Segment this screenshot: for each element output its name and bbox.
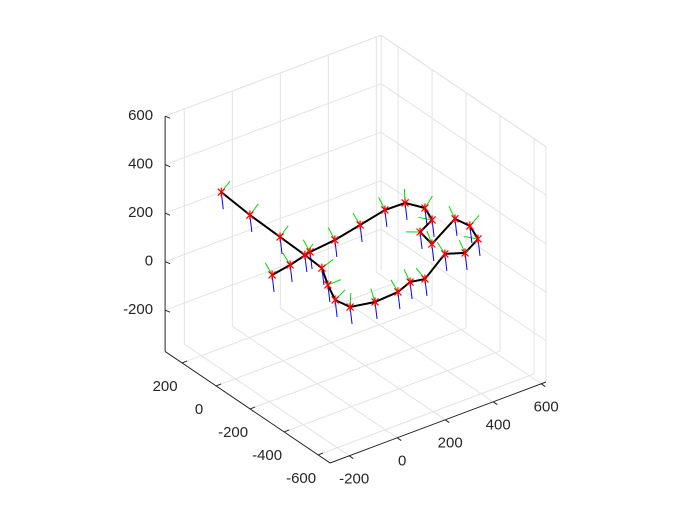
grid-line	[164, 83, 382, 166]
marker	[286, 260, 295, 270]
z-tick-label: 600	[128, 107, 153, 124]
grid-line	[164, 180, 382, 263]
x-tick-label: 600	[534, 399, 559, 416]
x-tick	[444, 419, 450, 423]
y-tick	[215, 383, 222, 387]
marker	[380, 205, 389, 215]
grid-line	[380, 228, 547, 342]
grid-line	[164, 131, 382, 214]
marker	[474, 234, 482, 244]
marker	[331, 295, 340, 305]
marker	[451, 214, 459, 224]
grid-line	[181, 281, 399, 364]
z-tick	[164, 164, 171, 168]
z-tick	[164, 261, 171, 265]
marker	[356, 220, 365, 230]
marker	[371, 297, 379, 307]
y-tick-label: 200	[153, 378, 178, 395]
frame-axis	[458, 239, 466, 254]
frame-axis	[264, 262, 273, 276]
y-tick-label: -600	[286, 470, 316, 487]
grid-line	[164, 228, 382, 311]
grid-line	[380, 180, 547, 293]
marker	[421, 274, 429, 284]
marker	[406, 277, 415, 287]
frame-axis	[418, 216, 433, 221]
marker	[323, 280, 332, 290]
frame-axis	[448, 205, 456, 220]
grid-line	[376, 271, 542, 385]
grid-line	[280, 307, 446, 421]
marker	[427, 239, 436, 249]
marker	[420, 203, 429, 213]
z-tick	[164, 309, 171, 313]
grid-line	[328, 289, 494, 403]
marker	[217, 187, 226, 197]
grid-line	[184, 343, 350, 457]
z-tick	[164, 212, 171, 216]
y-tick-label: -200	[218, 424, 248, 441]
frame-axis	[378, 197, 386, 211]
trajectory	[220, 191, 480, 309]
x-tick	[348, 455, 354, 459]
marker	[330, 235, 339, 245]
x-tick	[540, 383, 546, 387]
marker	[393, 287, 402, 297]
y-tick	[317, 452, 324, 456]
y-tick-label: -400	[252, 447, 282, 464]
grid-edge	[164, 34, 382, 117]
x-tick-label: 0	[398, 453, 406, 470]
marker	[318, 263, 326, 273]
x-tick	[492, 401, 498, 405]
x-tick-label: 200	[438, 435, 463, 452]
y-tick	[181, 360, 188, 364]
x-tick-label: 400	[486, 417, 511, 434]
marker	[276, 232, 284, 242]
frame-axis	[302, 239, 311, 253]
z-tick-label: 0	[145, 253, 153, 270]
grid-line	[232, 325, 398, 439]
grid-line	[380, 83, 547, 196]
x-tick	[396, 437, 402, 441]
frame-axis	[390, 279, 399, 293]
marker	[268, 270, 277, 280]
grid-line	[317, 373, 535, 456]
grid-line	[380, 131, 547, 245]
y-tick	[249, 406, 256, 410]
marker	[346, 302, 354, 312]
y-axis	[164, 351, 331, 464]
marker	[461, 248, 469, 258]
marker	[416, 227, 424, 237]
marker	[428, 215, 437, 225]
y-tick	[283, 429, 290, 433]
grid-line	[283, 350, 501, 433]
x-tick-label: -200	[339, 471, 369, 488]
marker	[465, 221, 474, 231]
marker	[245, 210, 254, 220]
z-tick	[164, 115, 171, 119]
marker	[300, 250, 309, 260]
frame-axis	[370, 288, 376, 303]
marker	[306, 247, 314, 257]
marker	[401, 198, 410, 208]
frame-axis	[327, 279, 342, 286]
marker	[440, 249, 449, 259]
grid-line	[249, 327, 467, 410]
z-tick-label: 200	[128, 204, 153, 221]
frame-axis	[327, 227, 336, 241]
z-tick-label: -200	[123, 301, 153, 318]
x-axis	[329, 381, 547, 464]
y-tick-label: 0	[195, 401, 203, 418]
grid-edge	[380, 34, 547, 148]
z-tick-label: 400	[128, 156, 153, 173]
grid-line	[215, 304, 433, 387]
frame-axis	[403, 269, 411, 283]
